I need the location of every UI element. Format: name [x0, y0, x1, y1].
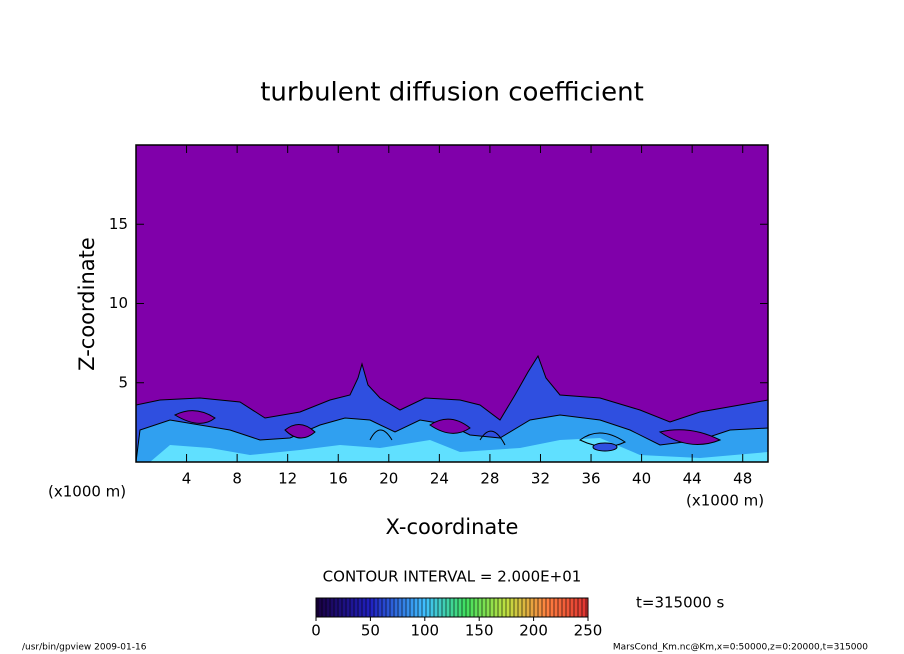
- footer-right: MarsCond_Km.nc@Km,x=0:50000,z=0:20000,t=…: [613, 643, 868, 653]
- contour-field: [136, 145, 768, 462]
- colorbar-tick-label: 100: [410, 622, 439, 640]
- x-tick-label: 40: [632, 470, 651, 488]
- colorbar-tick-label: 150: [465, 622, 494, 640]
- x-tick-label: 44: [683, 470, 702, 488]
- contour-interval: CONTOUR INTERVAL = 2.000E+01: [323, 568, 582, 586]
- colorbar-tick-label: 200: [519, 622, 548, 640]
- time-label: t=315000 s: [636, 594, 724, 612]
- footer-left: /usr/bin/gpview 2009-01-16: [22, 643, 147, 653]
- colorbar: [315, 597, 589, 618]
- x-tick-label: 36: [581, 470, 600, 488]
- x-tick-label: 12: [278, 470, 297, 488]
- x-tick-label: 20: [379, 470, 398, 488]
- y-axis-label: Z-coordinate: [75, 237, 99, 371]
- x-axis-label: X-coordinate: [386, 515, 519, 539]
- chart-title: turbulent diffusion coefficient: [260, 78, 644, 108]
- y-tick-label: 10: [109, 294, 128, 312]
- colorbar-tick-label: 250: [574, 622, 603, 640]
- x-tick-label: 8: [232, 470, 242, 488]
- x-tick-label: 48: [733, 470, 752, 488]
- x-unit-label: (x1000 m): [686, 492, 764, 510]
- x-tick-label: 4: [182, 470, 192, 488]
- x-tick-label: 28: [480, 470, 499, 488]
- colorbar-tick-label: 50: [361, 622, 380, 640]
- x-tick-label: 16: [329, 470, 348, 488]
- y-tick-label: 15: [109, 215, 128, 233]
- x-tick-label: 32: [531, 470, 550, 488]
- x-unit-label: (x1000 m): [48, 483, 126, 501]
- x-tick-label: 24: [430, 470, 449, 488]
- y-tick-label: 5: [118, 373, 128, 391]
- colorbar-tick-label: 0: [311, 622, 321, 640]
